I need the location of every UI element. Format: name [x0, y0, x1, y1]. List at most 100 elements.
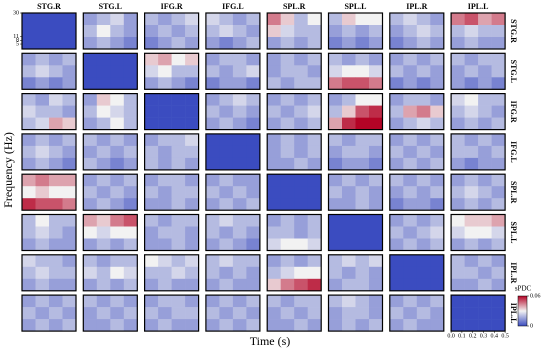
heatmap-cell — [219, 53, 234, 66]
heatmap-cell — [49, 254, 63, 268]
heatmap-cell — [123, 117, 138, 130]
heatmap-cell — [491, 133, 506, 147]
heatmap-cell — [369, 145, 383, 159]
heatmap-cell — [267, 295, 281, 308]
heatmap-panel — [144, 173, 200, 211]
heatmap-cell — [35, 214, 50, 227]
panel-frame — [144, 294, 200, 332]
heatmap-cell — [144, 53, 159, 66]
heatmap-cell — [171, 157, 186, 171]
heatmap-cell — [369, 37, 383, 50]
heatmap-cell — [416, 13, 431, 26]
heatmap-cell — [389, 65, 404, 78]
heatmap-cell — [451, 278, 465, 292]
panel-frame — [144, 52, 200, 90]
heatmap-cell — [328, 254, 343, 268]
heatmap-panel — [144, 12, 200, 50]
x-tick-label: 0.3 — [480, 333, 488, 339]
panel-frame — [144, 92, 200, 131]
heatmap-cell — [307, 25, 322, 38]
row-label: STG.L — [509, 60, 518, 83]
heatmap-cell — [355, 319, 370, 332]
heatmap-cell — [294, 37, 308, 50]
heatmap-cell — [478, 93, 492, 106]
heatmap-cell — [232, 117, 247, 130]
heatmap-panel — [450, 294, 506, 332]
heatmap-cell — [219, 37, 234, 50]
heatmap-cell — [171, 238, 186, 251]
heatmap-cell — [219, 105, 234, 118]
heatmap-cell — [219, 307, 234, 320]
heatmap-cell — [491, 105, 506, 118]
heatmap-cell — [430, 77, 445, 90]
heatmap-cell — [369, 117, 383, 130]
heatmap-cell — [110, 266, 125, 280]
panel-frame — [82, 133, 138, 171]
heatmap-cell — [232, 37, 247, 50]
heatmap-cell — [83, 266, 98, 280]
heatmap-cell — [123, 278, 138, 292]
heatmap-cell — [464, 77, 479, 90]
heatmap-cell — [123, 37, 138, 50]
panel-frame — [450, 12, 506, 50]
heatmap-cell — [328, 266, 343, 280]
heatmap-cell — [232, 307, 247, 320]
heatmap-cell — [110, 186, 125, 199]
heatmap-cell — [205, 157, 220, 171]
heatmap-cell — [205, 198, 220, 211]
heatmap-cell — [96, 53, 111, 66]
heatmap-cell — [144, 13, 159, 26]
heatmap-cell — [430, 174, 445, 187]
column-label: STG.R — [37, 2, 61, 11]
heatmap-cell — [403, 238, 418, 251]
heatmap-cell — [96, 65, 111, 78]
heatmap-cell — [62, 186, 77, 199]
heatmap-cell — [158, 65, 172, 78]
heatmap-cell — [83, 25, 98, 38]
heatmap-cell — [403, 266, 418, 280]
panel-frame — [21, 92, 77, 131]
heatmap-cell — [144, 145, 159, 159]
heatmap-cell — [123, 295, 138, 308]
heatmap-cell — [35, 198, 50, 211]
heatmap-cell — [232, 238, 247, 251]
heatmap-cell — [307, 145, 322, 159]
column-label: IFG.L — [222, 2, 244, 11]
heatmap-cell — [355, 37, 370, 50]
heatmap-cell — [280, 65, 295, 78]
heatmap-cell — [267, 307, 281, 320]
heatmap-cell — [328, 157, 343, 171]
heatmap-cell — [389, 13, 404, 26]
heatmap-cell — [62, 53, 77, 66]
heatmap-cell — [185, 319, 199, 332]
heatmap-cell — [280, 238, 295, 251]
heatmap-cell — [369, 77, 383, 90]
heatmap-cell — [49, 278, 63, 292]
heatmap-cell — [280, 186, 295, 199]
heatmap-cell — [62, 37, 77, 50]
heatmap-cell — [307, 65, 322, 78]
heatmap-cell — [123, 238, 138, 251]
row-label: IPL.R — [509, 262, 518, 283]
column-label: IFG.R — [161, 2, 183, 11]
heatmap-cell — [62, 319, 77, 332]
heatmap-cell — [430, 319, 445, 332]
heatmap-cell — [123, 133, 138, 147]
heatmap-cell — [49, 93, 63, 106]
heatmap-cell — [83, 105, 98, 118]
heatmap-cell — [35, 77, 50, 90]
heatmap-cell — [355, 53, 370, 66]
heatmap-cell — [464, 25, 479, 38]
heatmap-cell — [478, 133, 492, 147]
heatmap-cell — [246, 266, 261, 280]
heatmap-cell — [35, 93, 50, 106]
heatmap-cell — [96, 133, 111, 147]
heatmap-cell — [294, 93, 308, 106]
heatmap-cell — [232, 65, 247, 78]
heatmap-cell — [294, 133, 308, 147]
heatmap-cell — [389, 145, 404, 159]
heatmap-cell — [62, 157, 77, 171]
heatmap-cell — [205, 53, 220, 66]
heatmap-cell — [62, 93, 77, 106]
heatmap-cell — [369, 65, 383, 78]
